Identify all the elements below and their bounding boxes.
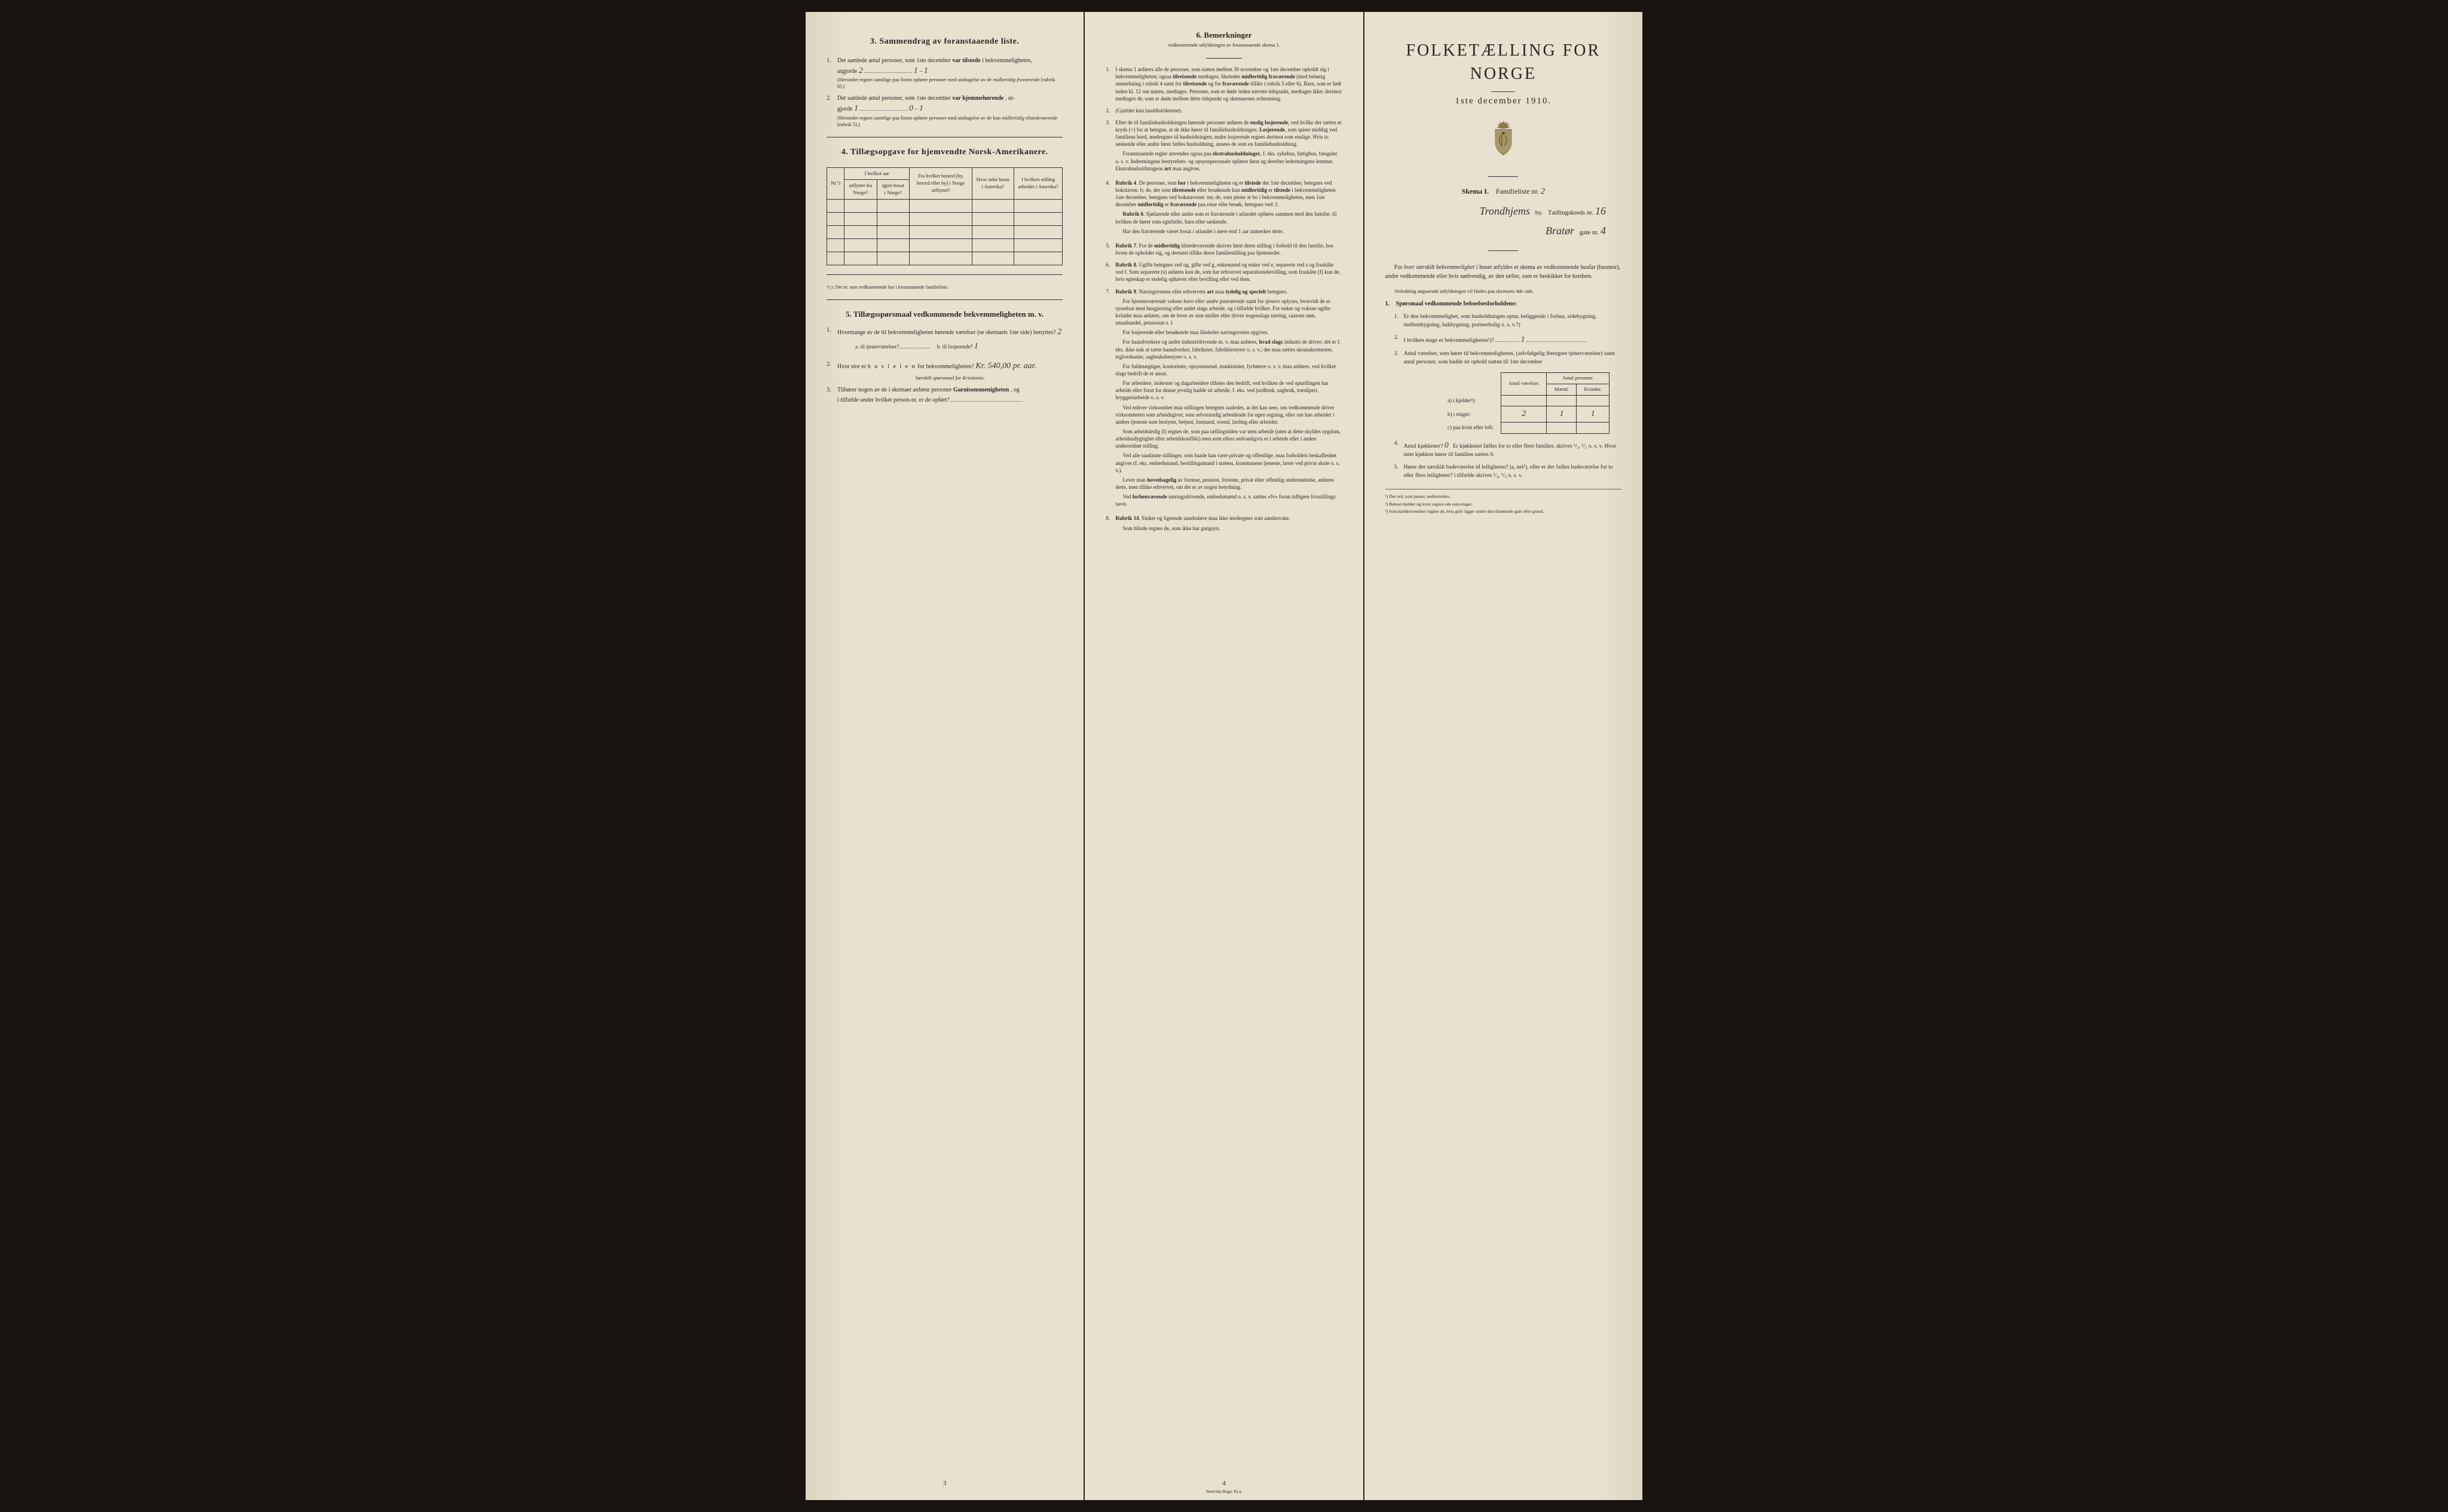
section-6-title: 6. Bemerkninger (1106, 30, 1342, 41)
intro-small: Veiledning angaaende utfyldningen vil fi… (1385, 288, 1621, 295)
amerikanere-table: Nr.¹) I hvilket aar Fra hvilket bosted (… (827, 167, 1063, 266)
table-row: a) i kjelder³): (1440, 395, 1609, 406)
q3: 3. Antal værelser, som hører til bekvemm… (1394, 350, 1621, 366)
rule-item: 4.Rubrik 4. De personer, som bor i bekve… (1106, 179, 1342, 237)
intro-text: For hver særskilt bekvemmelighet i huset… (1385, 263, 1621, 281)
question-header: 1. Spørsmaal vedkommende beboelsesforhol… (1385, 300, 1621, 308)
section-6-subtitle: vedkommende utfyldningen av foranstaaend… (1106, 42, 1342, 49)
schema-line: Skema I. Familieliste nr. 2 (1385, 186, 1621, 198)
title-page: FOLKETÆLLING FOR NORGE 1ste december 191… (1364, 12, 1642, 1500)
section-4-footnote: ¹) ɔ: Det nr. som vedkommende har i fora… (827, 284, 1063, 290)
page-number: 4 (1085, 1479, 1363, 1488)
item-3-1: 1. Det samlede antal personer, som 1ste … (827, 57, 1063, 90)
q4: 4. Antal kjøkkener? 0 Er kjøkkenet fælle… (1394, 440, 1621, 460)
rules-list: 1.I skema 1 anføres alle de personer, so… (1106, 66, 1342, 534)
rule-item: 1.I skema 1 anføres alle de personer, so… (1106, 66, 1342, 102)
table-row: b) i etager: 2 1 1 (1440, 406, 1609, 423)
section-5-title: 5. Tillægsspørsmaal vedkommende bekvemme… (827, 309, 1063, 320)
rule-item: 2.(Gjælder kun landdistrikterne). (1106, 107, 1342, 114)
by-line: Trondhjems by. Tællingskreds nr. 16 (1385, 204, 1621, 219)
q5: 5. Hører der særskilt badeværelse til le… (1394, 464, 1621, 480)
main-title: FOLKETÆLLING FOR NORGE (1385, 39, 1621, 85)
table-row (827, 200, 1063, 213)
page-3: 3. Sammendrag av foranstaaende liste. 1.… (806, 12, 1084, 1500)
rule-item: 8.Rubrik 14. Sinker og lignende aandsslø… (1106, 515, 1342, 534)
item-3-2: 2. Det samlede antal personer, som 1ste … (827, 94, 1063, 128)
census-document: 3. Sammendrag av foranstaaende liste. 1.… (806, 12, 1642, 1500)
gate-line: Bratør gate nr. 4 (1385, 224, 1621, 238)
coat-of-arms-icon (1385, 120, 1621, 161)
item-5-1: 1. Hvormange av de til bekvemmeligheten … (827, 326, 1063, 356)
table-row (827, 213, 1063, 226)
rule-item: 6.Rubrik 8. Ugifte betegnes ved ug, gift… (1106, 261, 1342, 283)
table-row (827, 252, 1063, 265)
rule-item: 3.Efter de til familiehusholdningen høre… (1106, 119, 1342, 175)
q2: 2. I hvilken etage er bekvemmeligheten²)… (1394, 334, 1621, 346)
rule-item: 7.Rubrik 9. Næringsveiens eller erhverve… (1106, 288, 1342, 510)
section-4-title: 4. Tillægsopgave for hjemvendte Norsk-Am… (827, 146, 1063, 158)
rule-item: 5.Rubrik 7. For de midlertidig tilstedev… (1106, 242, 1342, 256)
q1: 1. Er den bekvemmelighet, som husholdnin… (1394, 313, 1621, 329)
footnotes: ¹) Det ord, som passer, understrekes. ²)… (1385, 489, 1621, 515)
census-date: 1ste december 1910. (1385, 95, 1621, 108)
table-row (827, 226, 1063, 239)
rooms-table: Antal værelser. Antal personer. Mænd. Kv… (1440, 372, 1609, 434)
item-5-3: 3. Tilhører nogen av de i skemaet anført… (827, 386, 1063, 405)
printer-mark: Steen'ske Bogtr. Kr.a. (1085, 1489, 1363, 1495)
page-4: 6. Bemerkninger vedkommende utfyldningen… (1085, 12, 1363, 1500)
table-row (827, 239, 1063, 252)
table-row: c) paa kvist eller loft: (1440, 422, 1609, 433)
section-3-title: 3. Sammendrag av foranstaaende liste. (827, 36, 1063, 48)
page-number: 3 (806, 1479, 1084, 1488)
item-5-2: 2. Hvor stor er h u s l e i e n for bekv… (827, 360, 1063, 382)
